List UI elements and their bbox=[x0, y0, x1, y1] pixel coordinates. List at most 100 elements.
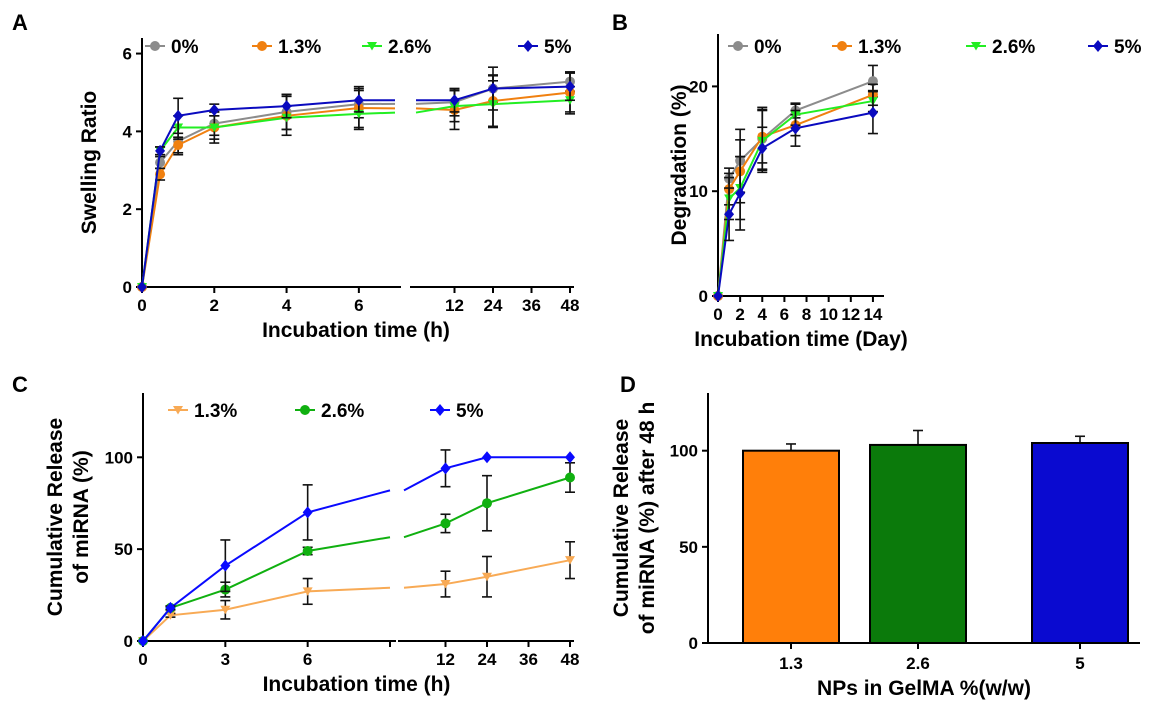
x-tick-label: 5 bbox=[1075, 654, 1084, 673]
y-tick-label: 100 bbox=[670, 442, 698, 461]
panel-label-c: C bbox=[12, 372, 28, 397]
x-tick-label: 36 bbox=[522, 296, 541, 315]
data-point bbox=[353, 94, 364, 107]
legend-marker bbox=[733, 41, 743, 51]
data-point bbox=[209, 123, 220, 132]
series-line bbox=[717, 111, 874, 297]
data-point bbox=[302, 545, 313, 556]
data-point bbox=[165, 601, 176, 614]
series-5 bbox=[713, 90, 878, 302]
x-tick-label: 0 bbox=[137, 296, 146, 315]
series-line bbox=[416, 85, 571, 102]
y-tick-label: 0 bbox=[124, 632, 133, 651]
data-point bbox=[173, 139, 184, 150]
x-tick-label: 2.6 bbox=[906, 654, 930, 673]
panel-label-b: B bbox=[612, 10, 628, 35]
x-tick-label: 36 bbox=[519, 650, 538, 669]
error-bar bbox=[786, 443, 796, 452]
y-tick-label: 10 bbox=[689, 182, 708, 201]
x-axis-label: Incubation time (h) bbox=[263, 673, 451, 696]
series-line bbox=[142, 489, 391, 642]
x-tick-label: 12 bbox=[841, 305, 860, 324]
legend-label: 5% bbox=[456, 401, 484, 422]
legend-marker bbox=[173, 406, 183, 415]
legend-label: 0% bbox=[171, 37, 199, 58]
x-tick-label: 24 bbox=[484, 296, 503, 315]
series-26 bbox=[138, 462, 575, 646]
x-tick-label: 12 bbox=[445, 296, 464, 315]
data-point bbox=[867, 106, 878, 119]
y-axis-label: of miRNA (%) bbox=[70, 450, 93, 583]
data-point bbox=[155, 144, 166, 157]
data-point bbox=[757, 142, 768, 155]
y-tick-label: 50 bbox=[679, 538, 698, 557]
data-point bbox=[302, 587, 313, 596]
data-point bbox=[138, 635, 148, 647]
y-tick-label: 50 bbox=[114, 540, 133, 559]
data-point bbox=[220, 605, 231, 615]
x-tick-label: 4 bbox=[282, 296, 292, 315]
data-point bbox=[713, 290, 723, 302]
x-tick-label: 2 bbox=[735, 305, 744, 324]
x-tick-label: 6 bbox=[780, 305, 789, 324]
y-tick-label: 100 bbox=[105, 448, 133, 467]
data-point bbox=[281, 100, 292, 113]
data-point bbox=[165, 611, 176, 620]
y-tick-label: 0 bbox=[689, 634, 698, 653]
data-point bbox=[482, 572, 492, 582]
y-axis-label: Degradation (%) bbox=[668, 84, 691, 245]
data-point bbox=[482, 451, 492, 464]
data-point bbox=[482, 498, 492, 509]
series-13 bbox=[137, 72, 575, 292]
legend-label: 2.6% bbox=[388, 37, 431, 58]
x-tick-label: 10 bbox=[819, 305, 838, 324]
bar-1.3 bbox=[742, 449, 840, 645]
data-point bbox=[565, 80, 575, 93]
data-point bbox=[565, 556, 575, 565]
x-tick-label: 4 bbox=[758, 305, 768, 324]
series-0 bbox=[713, 64, 878, 301]
data-point bbox=[440, 518, 451, 529]
data-point bbox=[137, 281, 147, 293]
series-line bbox=[403, 559, 571, 589]
series-line bbox=[141, 107, 396, 288]
y-axis-label: Swelling Ratio bbox=[78, 91, 101, 235]
y-tick-label: 6 bbox=[123, 45, 132, 64]
series-line bbox=[415, 99, 571, 114]
legend-label: 1.3% bbox=[194, 401, 237, 422]
legend-label: 2.6% bbox=[992, 37, 1035, 58]
x-tick-label: 0 bbox=[138, 650, 147, 669]
legend-marker bbox=[257, 41, 267, 51]
y-axis-label: Cumulative Release bbox=[44, 418, 67, 616]
x-tick-label: 0 bbox=[713, 305, 722, 324]
y-axis-label: of miRNA (%) after 48 h bbox=[636, 402, 659, 635]
bar-2.6 bbox=[869, 443, 967, 644]
legend-marker bbox=[150, 41, 160, 51]
panel-label-d: D bbox=[620, 372, 636, 397]
x-tick-label: 6 bbox=[303, 650, 312, 669]
series-line bbox=[403, 476, 571, 539]
series-line bbox=[142, 586, 391, 642]
data-point bbox=[440, 462, 451, 475]
y-tick-label: 0 bbox=[123, 278, 132, 297]
series-5 bbox=[138, 449, 575, 647]
x-tick-label: 14 bbox=[863, 305, 882, 324]
legend-marker bbox=[523, 40, 533, 52]
x-tick-label: 3 bbox=[221, 650, 230, 669]
legend-label: 1.3% bbox=[858, 37, 901, 58]
x-axis-label: NPs in GelMA %(w/w) bbox=[817, 677, 1031, 700]
y-tick-label: 20 bbox=[689, 77, 708, 96]
y-tick-label: 0 bbox=[699, 287, 708, 306]
data-point bbox=[565, 472, 575, 483]
legend-marker bbox=[1093, 40, 1103, 52]
x-tick-label: 12 bbox=[436, 650, 455, 669]
legend-label: 2.6% bbox=[321, 401, 364, 422]
x-tick-label: 2 bbox=[210, 296, 219, 315]
series-13 bbox=[138, 540, 575, 646]
x-tick-label: 8 bbox=[802, 305, 811, 324]
x-tick-label: 1.3 bbox=[779, 654, 803, 673]
x-tick-label: 24 bbox=[478, 650, 497, 669]
